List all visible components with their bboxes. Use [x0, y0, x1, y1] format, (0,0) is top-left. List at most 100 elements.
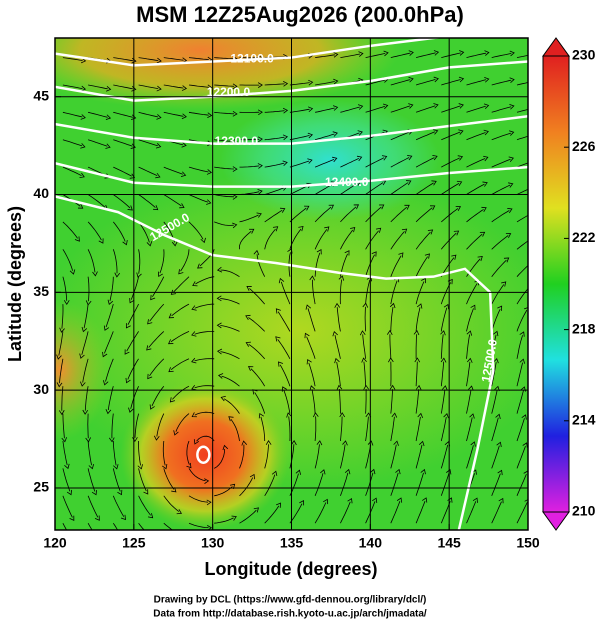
streamline — [362, 334, 366, 359]
streamline — [415, 334, 418, 359]
streamline-arrow — [323, 498, 329, 505]
streamline-arrow — [508, 130, 515, 136]
streamline-arrow — [457, 155, 464, 161]
colorbar-extend-bottom — [542, 511, 570, 531]
streamline-arrow — [338, 275, 345, 281]
streamline-arrow — [533, 208, 539, 214]
streamline — [159, 249, 165, 274]
streamline-arrow — [200, 237, 206, 244]
streamline-arrow — [505, 233, 512, 239]
streamline-arrow — [56, 354, 62, 360]
streamline-arrow — [458, 76, 465, 83]
streamline-arrow — [535, 131, 540, 137]
colorbar-tick-label: 214 — [572, 412, 596, 428]
streamline — [311, 389, 316, 414]
streamline — [264, 505, 280, 524]
y-tick-label: 30 — [33, 381, 49, 397]
streamline-arrow — [508, 156, 514, 162]
streamline-arrow — [308, 79, 314, 86]
streamline-arrow — [94, 515, 100, 521]
streamline — [256, 254, 266, 277]
streamline — [415, 131, 436, 141]
streamline — [163, 84, 184, 89]
streamline — [249, 288, 266, 305]
streamline-arrow — [283, 81, 289, 87]
streamline-arrow — [483, 129, 489, 136]
streamline — [491, 210, 510, 223]
streamline-arrow — [532, 233, 538, 239]
streamline — [466, 417, 473, 442]
streamline — [175, 413, 190, 432]
streamline-arrow — [509, 103, 515, 110]
streamline-arrow — [418, 440, 425, 447]
streamline-arrow — [413, 329, 420, 336]
streamline — [390, 182, 409, 195]
streamline-arrow — [361, 357, 367, 363]
streamline — [306, 336, 316, 359]
streamline — [491, 445, 500, 469]
streamline — [88, 84, 108, 90]
streamline-arrow — [378, 204, 385, 210]
streamline — [491, 79, 512, 86]
streamline-arrow — [477, 255, 483, 262]
streamline — [113, 139, 133, 147]
streamline-arrow — [395, 468, 401, 475]
streamline-arrow — [88, 463, 95, 470]
streamline-arrow — [466, 357, 473, 363]
streamline — [315, 81, 335, 86]
streamline-arrow — [298, 226, 304, 232]
streamline — [264, 228, 276, 250]
streamline-arrow — [276, 502, 281, 508]
streamline-arrow — [521, 414, 527, 420]
streamline — [516, 188, 528, 195]
streamline — [340, 157, 360, 168]
streamline — [277, 339, 291, 359]
streamline — [340, 53, 361, 58]
streamline-arrow — [150, 294, 156, 301]
streamline-arrow — [59, 327, 65, 333]
streamline — [138, 111, 159, 118]
streamline-arrow — [530, 258, 536, 264]
streamline-arrow — [79, 353, 85, 359]
y-tick-label: 25 — [33, 479, 49, 495]
streamline — [314, 183, 334, 195]
streamline-arrow — [181, 113, 187, 120]
streamline — [87, 194, 106, 208]
streamline — [173, 276, 190, 293]
streamline-arrow — [440, 330, 446, 336]
streamline — [138, 522, 145, 530]
streamline-arrow — [495, 413, 501, 420]
streamline — [188, 166, 209, 173]
streamline — [340, 472, 349, 496]
streamline — [194, 385, 215, 389]
streamline — [441, 105, 461, 113]
streamline-arrow — [381, 155, 388, 161]
streamline-arrow — [81, 326, 88, 333]
x-axis-label: Longitude (degrees) — [204, 559, 377, 579]
streamline — [340, 106, 360, 113]
streamline-arrow — [503, 257, 510, 263]
streamlines — [56, 50, 540, 530]
streamline-arrow — [146, 241, 153, 247]
streamline — [365, 389, 367, 414]
streamline — [130, 276, 139, 300]
streamline — [62, 221, 78, 239]
streamline-arrow — [106, 85, 112, 92]
streamline — [264, 162, 285, 168]
streamline — [516, 445, 526, 469]
streamline — [491, 284, 505, 305]
streamline-arrow — [79, 172, 85, 179]
streamline — [415, 231, 431, 250]
streamline — [390, 131, 410, 141]
streamline — [138, 84, 159, 89]
contour-line — [457, 292, 495, 530]
streamline — [127, 303, 139, 325]
streamline — [466, 132, 486, 141]
streamline-arrow — [299, 500, 305, 506]
colorbar-tick-label: 222 — [572, 229, 596, 245]
streamline-arrow — [479, 231, 486, 237]
streamline-arrow — [433, 103, 439, 109]
streamline-arrow — [167, 339, 174, 345]
streamline-arrow — [398, 252, 404, 258]
streamline — [87, 440, 92, 466]
